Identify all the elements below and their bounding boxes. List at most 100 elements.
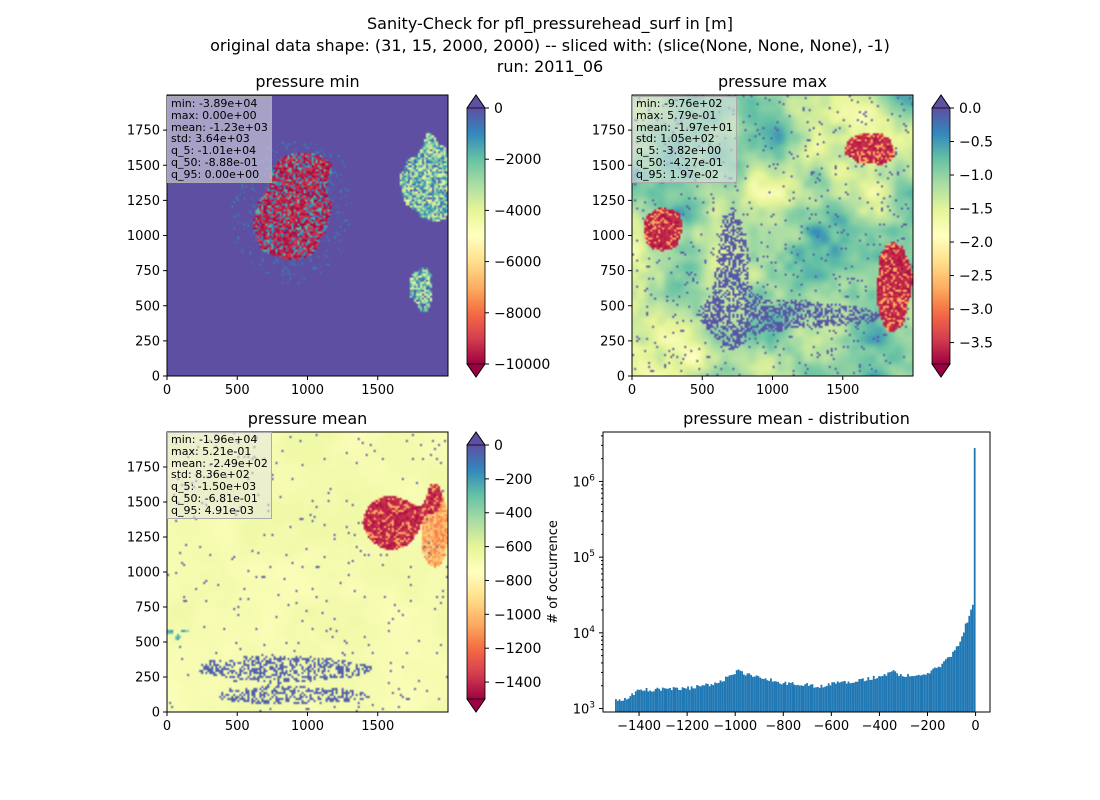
pressure-mean-distribution-title: pressure mean - distribution [683,409,910,428]
histogram-bar [775,681,778,712]
histogram-bar [930,670,933,712]
histogram-bar [764,678,767,712]
histogram-bar [771,681,774,712]
histogram-bar [699,686,702,712]
histogram-bar [840,681,843,712]
histogram-bar [961,636,963,712]
y-tick-label: 250 [600,334,625,349]
x-tick-label: 1000 [756,383,789,398]
colorbar-tick-label: −8000 [494,306,541,322]
x-tick-label: −1200 [665,719,709,734]
histogram-bar [638,689,641,712]
histogram-bar [962,632,965,712]
x-tick-label: −1400 [617,719,661,734]
histogram-bar [651,691,653,712]
histogram-bar [721,681,724,712]
x-tick-label: −1000 [713,719,757,734]
pressure-mean-distribution-panel: pressure mean - distribution −1400 −1200 −1… [546,409,991,734]
histogram-bar [874,679,877,712]
histogram-bar [743,674,745,712]
histogram-bar [714,682,716,712]
histogram-bar [858,679,861,712]
colorbar-tick-label: −1.0 [959,168,993,184]
tick-base: 10 [573,475,590,490]
y-tick-label: 1750 [127,124,160,139]
pressure-max-panel: pressure max 0 500 1000 1500 0 250 500 750 1000 12… [592,72,993,398]
y-tick-label: 500 [600,299,625,314]
histogram-bar [843,680,846,712]
colorbar-tick-label: −6000 [494,255,541,271]
histogram-bar [658,688,661,712]
histogram-bar [807,685,810,712]
pressure-max-colorbar [932,108,950,364]
histogram-bar [744,675,747,712]
hist-ylabel: # of occurrence [546,520,561,624]
histogram-bar [795,685,798,712]
histogram-bar [629,696,632,712]
histogram-bar [856,681,859,712]
y-tick-label: 500 [135,636,160,651]
histogram-bar [800,685,803,712]
histogram-bar [652,691,655,712]
histogram-bar [943,661,945,712]
tick-exponent: 3 [589,701,595,711]
histogram-bar [910,676,913,712]
histogram-bar [903,676,906,712]
colorbar-tick-label: −2.0 [959,235,993,251]
pressure-min-stats-box: min: -3.89e+04 max: 0.00e+00 mean: -1.23… [167,96,272,183]
colorbar-extend-bottom [931,363,951,378]
histogram-bar [753,676,756,712]
histogram-bar [688,689,691,712]
histogram-bar [672,687,675,712]
colorbar-tick-label: −1.5 [959,202,993,218]
histogram-bar [667,688,670,712]
histogram-bar [964,623,967,712]
histogram-bar [789,682,792,712]
histogram-bar [889,672,891,712]
histogram-bar [833,682,835,712]
histogram-bar [719,680,722,712]
colorbar-tick-label: 0 [494,101,503,117]
histogram-bar [908,676,911,712]
histogram-bar [681,687,684,712]
histogram-bar [770,678,772,712]
histogram-bar [907,674,909,712]
colorbar-tick-label: −3.0 [959,302,993,318]
histogram-bar [970,609,972,712]
histogram-bar [735,670,738,712]
y-tick-label: 0 [152,706,160,721]
y-tick-label: 1250 [127,531,160,546]
histogram-bar [815,687,817,712]
x-tick-label: 500 [225,719,250,734]
histogram-bar [777,681,780,712]
histogram-bar [905,676,908,712]
histogram-bar [643,690,646,712]
histogram-bar [941,663,944,712]
histogram-bar [746,673,749,712]
histogram-bar [670,690,673,712]
histogram-bar [755,675,758,712]
pressure-min-panel: pressure min 0 500 1000 1500 0 250 500 750 1000 12… [127,72,550,398]
histogram-bar [939,667,942,712]
histogram-bar [768,680,771,712]
histogram-bar [957,645,960,712]
histogram-bar [750,675,753,712]
histogram-bar [838,682,841,712]
colorbar-tick-label: −4000 [494,203,541,219]
histogram-bar [654,688,657,712]
figure-title-line-2: original data shape: (31, 15, 2000, 2000… [210,36,890,55]
colorbar-tick-label: −1200 [494,641,541,657]
histogram-bar [880,676,882,712]
colorbar-extend-top [466,431,486,446]
pressure-min-title: pressure min [255,72,359,91]
x-tick-label: −600 [813,719,849,734]
histogram-bar [679,690,682,712]
histogram-bar [849,683,852,712]
pressure-min-colorbar [467,108,485,364]
histogram-bar [935,667,938,712]
y-tick-label: 1000 [127,566,160,581]
histogram-bar [616,700,619,712]
tick-base: 10 [573,703,590,718]
histogram-bar [706,683,709,712]
x-tick-label: 1000 [291,719,324,734]
